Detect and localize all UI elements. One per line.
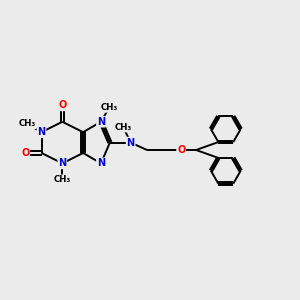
Text: CH₃: CH₃: [115, 123, 132, 132]
Text: CH₃: CH₃: [101, 103, 118, 112]
Text: O: O: [21, 148, 29, 158]
Text: N: N: [127, 138, 135, 148]
Text: N: N: [58, 158, 66, 168]
Text: N: N: [97, 158, 105, 168]
Text: N: N: [38, 127, 46, 137]
Text: O: O: [177, 145, 185, 155]
Text: N: N: [97, 117, 105, 127]
Text: O: O: [58, 100, 66, 110]
Text: CH₃: CH₃: [54, 175, 71, 184]
Text: CH₃: CH₃: [19, 119, 36, 128]
